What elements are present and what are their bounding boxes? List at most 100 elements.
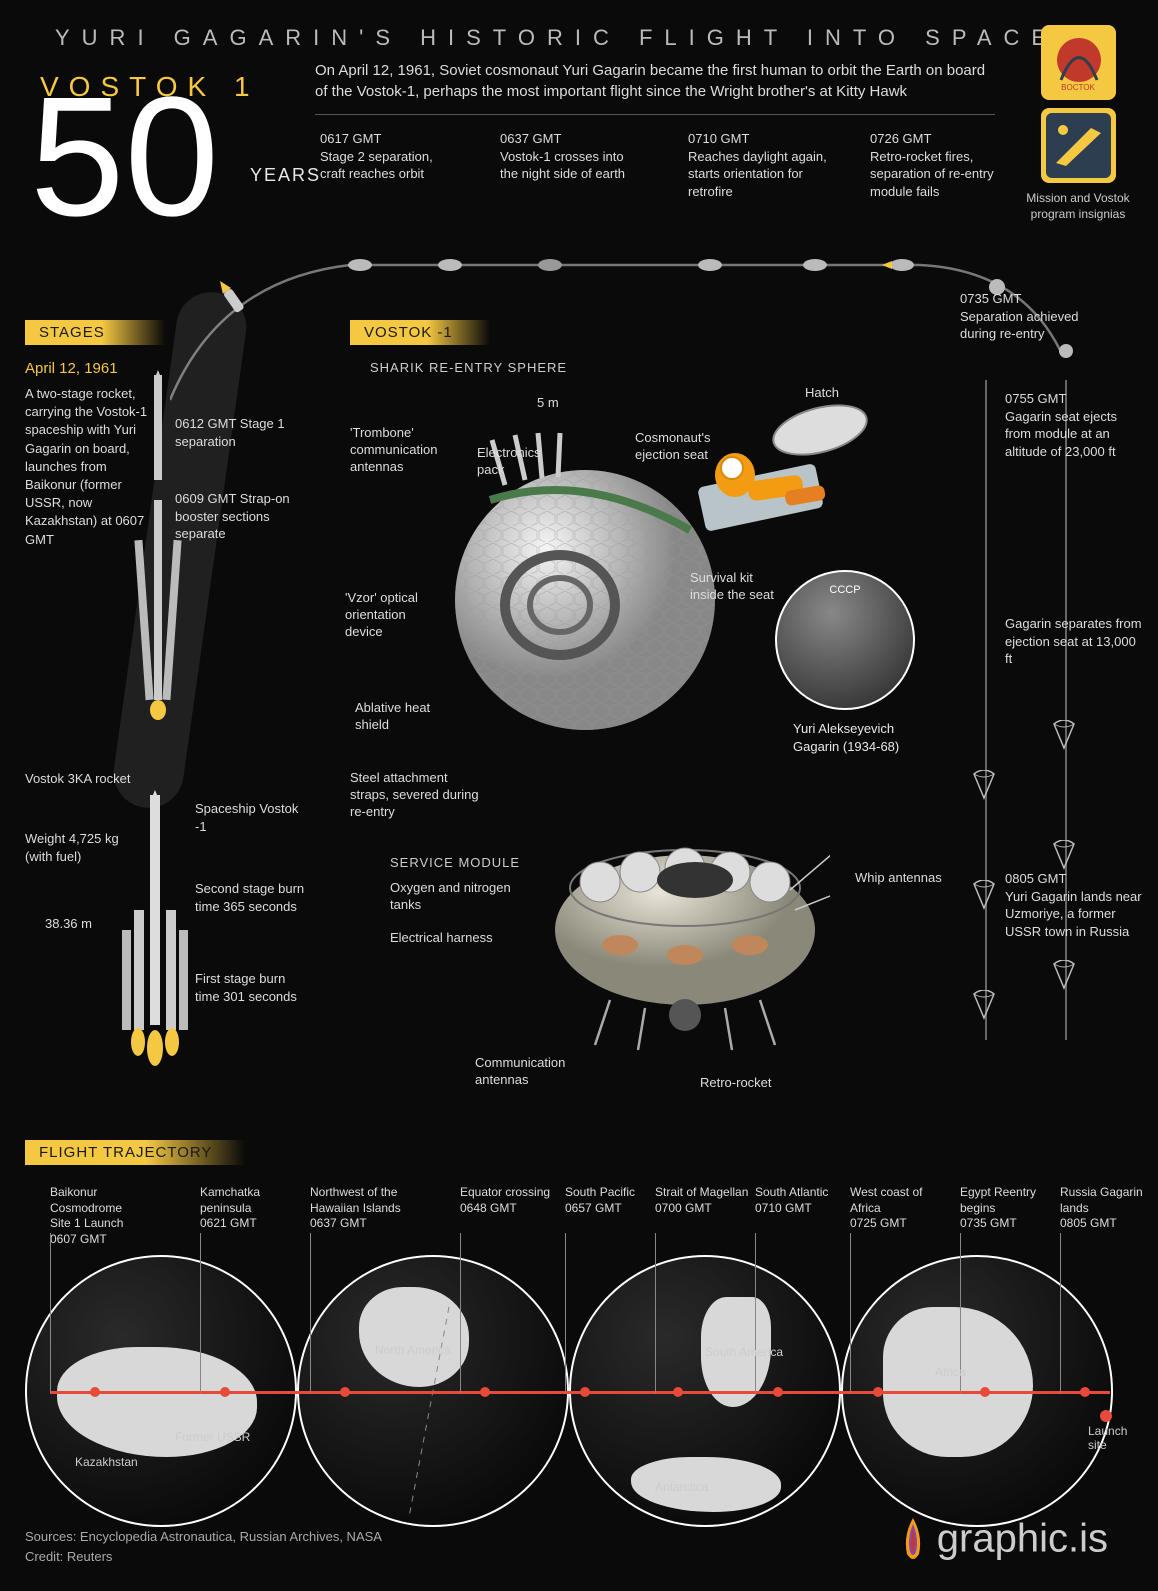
continent-label: Antarctica xyxy=(655,1480,708,1494)
timeline-event: 0805 GMTYuri Gagarin lands near Uzmoriye… xyxy=(1005,870,1145,940)
trajectory-point-label: Equator crossing0648 GMT xyxy=(460,1185,555,1216)
gagarin-caption: Yuri Alekseyevich Gagarin (1934-68) xyxy=(793,720,913,755)
component-label: Retro-rocket xyxy=(700,1075,800,1092)
sources: Sources: Encyclopedia Astronautica, Russ… xyxy=(25,1527,382,1566)
rocket-label: First stage burn time 301 seconds xyxy=(195,970,310,1005)
continent-label: North America xyxy=(375,1343,451,1357)
rocket-upper-icon xyxy=(145,370,171,490)
flame-icon xyxy=(895,1516,931,1566)
logo-text: graphic.is xyxy=(937,1517,1108,1561)
timeline-event: 0735 GMTSeparation achieved during re-en… xyxy=(960,290,1100,343)
craft-icon xyxy=(345,255,375,275)
width-label: 5 m xyxy=(537,395,559,412)
component-label: Hatch xyxy=(805,385,865,402)
parachute-icon xyxy=(1050,960,1078,996)
continent-label: South America xyxy=(705,1345,783,1359)
rocket-label: 0612 GMT Stage 1 separation xyxy=(175,415,290,450)
craft-icon xyxy=(800,255,830,275)
sources-text: Sources: Encyclopedia Astronautica, Russ… xyxy=(25,1527,382,1547)
component-label: Whip antennas xyxy=(855,870,945,887)
craft-icon xyxy=(695,255,725,275)
craft-icon xyxy=(535,255,565,275)
gagarin-portrait: CCCP xyxy=(775,570,915,710)
descent-line xyxy=(985,380,987,1040)
craft-icon xyxy=(1055,340,1077,362)
credit-text: Credit: Reuters xyxy=(25,1547,382,1567)
component-label: Cosmonaut's ejection seat xyxy=(635,430,735,464)
trajectory-point-label: Kamchatka peninsula0621 GMT xyxy=(200,1185,295,1232)
component-label: Communication antennas xyxy=(475,1055,595,1089)
timeline-event: 0755 GMTGagarin seat ejects from module … xyxy=(1005,390,1145,460)
svg-text:BOCTOK: BOCTOK xyxy=(1061,83,1095,92)
parachute-icon xyxy=(970,770,998,806)
trajectory-point-label: West coast of Africa0725 GMT xyxy=(850,1185,945,1232)
trajectory-dot xyxy=(480,1387,490,1397)
stages-section-header: STAGES xyxy=(25,320,165,345)
cosmonaut-seat-illustration xyxy=(680,400,870,540)
rocket-label: Spaceship Vostok -1 xyxy=(195,800,310,835)
intro-paragraph: On April 12, 1961, Soviet cosmonaut Yuri… xyxy=(315,60,995,115)
parachute-icon xyxy=(970,880,998,916)
trajectory-point-label: South Atlantic0710 GMT xyxy=(755,1185,850,1216)
vostok-program-insignia-icon xyxy=(1041,108,1116,183)
component-label: 'Trombone' communication antennas xyxy=(350,425,470,476)
landmass-africa xyxy=(883,1307,1033,1457)
descent-line xyxy=(1065,380,1067,1040)
rocket-label: Weight 4,725 kg (with fuel) xyxy=(25,830,140,865)
component-label: Ablative heat shield xyxy=(355,700,445,734)
trajectory-panel: Launch site Baikonur Cosmodrome Site 1 L… xyxy=(25,1180,1125,1530)
rocket-label: Second stage burn time 365 seconds xyxy=(195,880,310,915)
parachute-icon xyxy=(1050,720,1078,756)
craft-icon xyxy=(435,255,465,275)
trajectory-point-label: Baikonur Cosmodrome Site 1 Launch0607 GM… xyxy=(50,1185,145,1247)
component-label: Oxygen and nitrogen tanks xyxy=(390,880,520,914)
component-label: Electrical harness xyxy=(390,930,520,947)
timeline-event: 0726 GMTRetro-rocket fires, separation o… xyxy=(870,130,1010,200)
trajectory-dot xyxy=(1080,1387,1090,1397)
flight-arc xyxy=(170,250,1070,430)
trajectory-dot xyxy=(873,1387,883,1397)
rocket-label: 0609 GMT Strap-on booster sections separ… xyxy=(175,490,290,543)
trajectory-dot xyxy=(580,1387,590,1397)
trajectory-dot xyxy=(980,1387,990,1397)
trajectory-dot xyxy=(90,1387,100,1397)
trajectory-point-label: Strait of Magellan0700 GMT xyxy=(655,1185,750,1216)
insignia-sidebar: BOCTOK Mission and Vostok program insign… xyxy=(1023,25,1133,222)
cccp-badge: CCCP xyxy=(829,584,860,596)
trajectory-point-label: Russia Gagarin lands0805 GMT xyxy=(1060,1185,1155,1232)
trajectory-section-header: FLIGHT TRAJECTORY xyxy=(25,1140,245,1165)
trajectory-point-label: South Pacific0657 GMT xyxy=(565,1185,660,1216)
service-module-title: SERVICE MODULE xyxy=(390,855,520,870)
launch-site-label: Launch site xyxy=(1088,1424,1127,1452)
trajectory-point-label: Northwest of the Hawaiian Islands0637 GM… xyxy=(310,1185,405,1232)
header-title: YURI GAGARIN'S HISTORIC FLIGHT INTO SPAC… xyxy=(55,25,1133,51)
sphere-title: SHARIK RE-ENTRY SPHERE xyxy=(370,360,567,375)
service-module-illustration xyxy=(540,810,830,1060)
component-label: 'Vzor' optical orientation device xyxy=(345,590,445,641)
continent-label: Africa xyxy=(935,1365,966,1379)
years-label: YEARS xyxy=(250,165,321,186)
trajectory-point-label: Egypt Reentry begins0735 GMT xyxy=(960,1185,1055,1232)
component-label: Steel attachment straps, severed during … xyxy=(350,770,480,821)
timeline-event: 0637 GMTVostok-1 crosses into the night … xyxy=(500,130,640,183)
timeline-event: 0710 GMTReaches daylight again, starts o… xyxy=(688,130,828,200)
brand-logo: graphic.is xyxy=(895,1516,1108,1566)
launch-site-dot xyxy=(1100,1410,1112,1422)
timeline-event: Gagarin separates from ejection seat at … xyxy=(1005,615,1145,668)
anniversary-number: 50 xyxy=(30,85,219,230)
component-label: Survival kit inside the seat xyxy=(690,570,780,604)
continent-label: Former USSR xyxy=(175,1430,250,1444)
trajectory-dot xyxy=(673,1387,683,1397)
rocket-label: 38.36 m xyxy=(45,915,160,933)
trajectory-dot xyxy=(340,1387,350,1397)
trajectory-dot xyxy=(220,1387,230,1397)
craft-flame-icon xyxy=(880,255,916,275)
timeline-event: 0617 GMTStage 2 separation, craft reache… xyxy=(320,130,460,183)
continent-label: Kazakhstan xyxy=(75,1455,138,1469)
component-label: Electronics pack xyxy=(477,445,557,479)
mission-insignia-icon: BOCTOK xyxy=(1041,25,1116,100)
trajectory-dot xyxy=(773,1387,783,1397)
parachute-icon xyxy=(970,990,998,1026)
insignia-caption: Mission and Vostok program insignias xyxy=(1023,191,1133,222)
rocket-label: Vostok 3KA rocket xyxy=(25,770,140,788)
